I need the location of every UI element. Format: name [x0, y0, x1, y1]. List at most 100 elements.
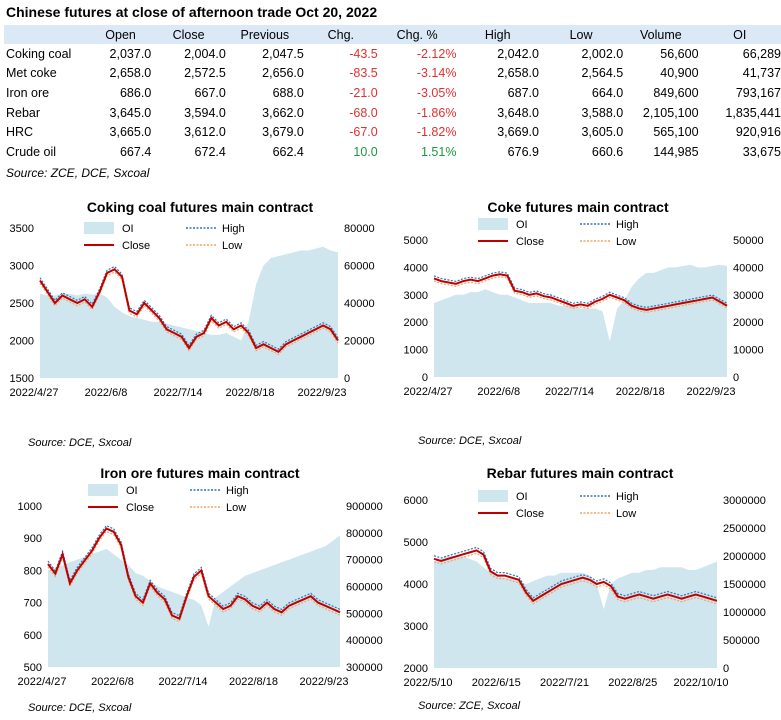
table-row: Coking coal 2,037.0 2,004.0 2,047.5 -43.… — [4, 44, 781, 64]
table-header-row: Open Close Previous Chg. Chg. % High Low… — [4, 25, 781, 44]
oi-area — [40, 246, 338, 378]
y-tick-label: 4000 — [404, 579, 428, 591]
table-row: Crude oil 667.4 672.4 662.4 10.0 1.51% 6… — [4, 142, 781, 162]
cell-name: HRC — [6, 125, 34, 140]
legend-high-label: High — [222, 223, 245, 235]
legend-close-label: Close — [516, 236, 544, 248]
rebar-chart: Rebar futures main contract 2000 3000 4000 5… — [404, 465, 766, 712]
y-tick-label: 800 — [24, 565, 42, 577]
cell-low: 3,605.0 — [581, 125, 624, 140]
low-line — [39, 271, 339, 356]
col-header-name — [4, 25, 90, 44]
y2-tick-label: 40000 — [733, 262, 764, 274]
y-tick-label: 2000 — [404, 317, 428, 329]
table-row: Met coke 2,658.0 2,572.5 2,656.0 -83.5 -… — [4, 64, 781, 84]
x-tick-label: 2022/4/27 — [10, 387, 59, 399]
cell-chg-pct: 1.51% — [421, 144, 457, 159]
coke-chart: Coke futures main contract 0 1000 2000 3000 4… — [404, 199, 764, 447]
y-tick-label: 1000 — [18, 501, 42, 513]
y2-tick-label: 600000 — [346, 582, 383, 594]
table-row: HRC 3,665.0 3,612.0 3,679.0 -67.0 -1.82%… — [4, 122, 781, 142]
cell-low: 2,002.0 — [581, 46, 624, 61]
cell-high: 2,658.0 — [497, 66, 539, 81]
y2-tick-label: 30000 — [733, 290, 764, 302]
cell-chg: 10.0 — [353, 144, 378, 159]
oi-area — [48, 535, 340, 667]
cell-low: 664.0 — [591, 85, 624, 100]
y2-tick-label: 800000 — [346, 528, 383, 540]
close-line — [433, 549, 718, 603]
cell-oi: 66,289 — [742, 46, 781, 61]
cell-open: 2,658.0 — [109, 66, 152, 81]
cell-oi: 33,675 — [742, 144, 781, 159]
x-tick-label: 2022/6/8 — [477, 386, 520, 398]
cell-chg-pct: -1.86% — [416, 105, 457, 120]
y-tick-label: 0 — [422, 372, 428, 384]
x-tick-label: 2022/4/27 — [404, 386, 453, 398]
low-line — [433, 276, 728, 313]
cell-high: 2,042.0 — [497, 46, 539, 61]
futures-table: Open Close Previous Chg. Chg. % High Low… — [4, 25, 781, 162]
cell-low: 3,588.0 — [581, 105, 624, 120]
y2-tick-label: 700000 — [346, 555, 383, 567]
close-line — [47, 527, 341, 621]
legend-high-label: High — [616, 219, 639, 231]
cell-oi: 920,916 — [735, 125, 781, 140]
cell-close: 2,572.5 — [184, 66, 226, 81]
high-line — [47, 524, 341, 617]
y-tick-label: 500 — [24, 662, 42, 674]
y2-tick-label: 900000 — [346, 501, 383, 513]
y-tick-label: 3000 — [404, 290, 428, 302]
y2-tick-label: 20000 — [733, 317, 764, 329]
col-header-high: High — [456, 25, 539, 44]
y-tick-label: 3000 — [10, 261, 34, 273]
y2-tick-label: 500000 — [723, 635, 760, 647]
cell-low: 2,564.5 — [581, 66, 624, 81]
y-tick-label: 700 — [24, 598, 42, 610]
cell-previous: 3,662.0 — [262, 105, 304, 120]
chart-title: Rebar futures main contract — [487, 465, 674, 481]
y2-tick-label: 1500000 — [723, 579, 766, 591]
cell-chg: -21.0 — [349, 85, 378, 100]
cell-volume: 565,100 — [653, 125, 699, 140]
cell-close: 3,594.0 — [184, 105, 226, 120]
cell-open: 686.0 — [119, 85, 152, 100]
close-line — [433, 273, 728, 311]
cell-volume: 144,985 — [653, 144, 699, 159]
cell-chg-pct: -2.12% — [416, 46, 457, 61]
y2-tick-label: 40000 — [344, 298, 375, 310]
chart-title: Iron ore futures main contract — [100, 465, 299, 481]
legend-oi-swatch — [478, 490, 508, 502]
cell-previous: 662.4 — [272, 144, 304, 159]
y2-tick-label: 50000 — [733, 235, 764, 247]
x-tick-label: 2022/6/15 — [472, 677, 521, 689]
oi-area — [434, 556, 717, 668]
cell-previous: 2,047.5 — [262, 46, 304, 61]
legend-oi-swatch — [88, 484, 118, 496]
y2-tick-label: 80000 — [344, 223, 375, 235]
x-tick-label: 2022/10/10 — [673, 677, 728, 689]
y-tick-label: 2000 — [10, 336, 34, 348]
y2-tick-label: 2500000 — [723, 523, 766, 535]
legend-oi-label: OI — [516, 219, 528, 231]
y-tick-label: 2000 — [404, 663, 428, 675]
high-line — [433, 546, 718, 599]
y-tick-label: 5000 — [404, 235, 428, 247]
legend: OI High Close Low — [84, 222, 245, 252]
col-header-chg: Chg. — [303, 25, 378, 44]
x-tick-label: 2022/4/27 — [18, 676, 67, 688]
cell-high: 3,669.0 — [497, 125, 539, 140]
y2-tick-label: 0 — [344, 373, 350, 385]
cell-oi: 1,835,441 — [725, 105, 781, 120]
cell-name: Coking coal — [6, 46, 72, 61]
cell-open: 3,665.0 — [109, 125, 152, 140]
x-tick-label: 2022/7/14 — [159, 676, 208, 688]
cell-name: Rebar — [6, 105, 41, 120]
cell-open: 667.4 — [119, 144, 152, 159]
chart-source-note: Source: DCE, Sxcoal — [418, 435, 522, 447]
cell-open: 2,037.0 — [109, 46, 152, 61]
chart-title: Coking coal futures main contract — [87, 199, 314, 215]
cell-previous: 3,679.0 — [262, 125, 304, 140]
cell-low: 660.6 — [591, 144, 624, 159]
low-line — [47, 530, 341, 623]
